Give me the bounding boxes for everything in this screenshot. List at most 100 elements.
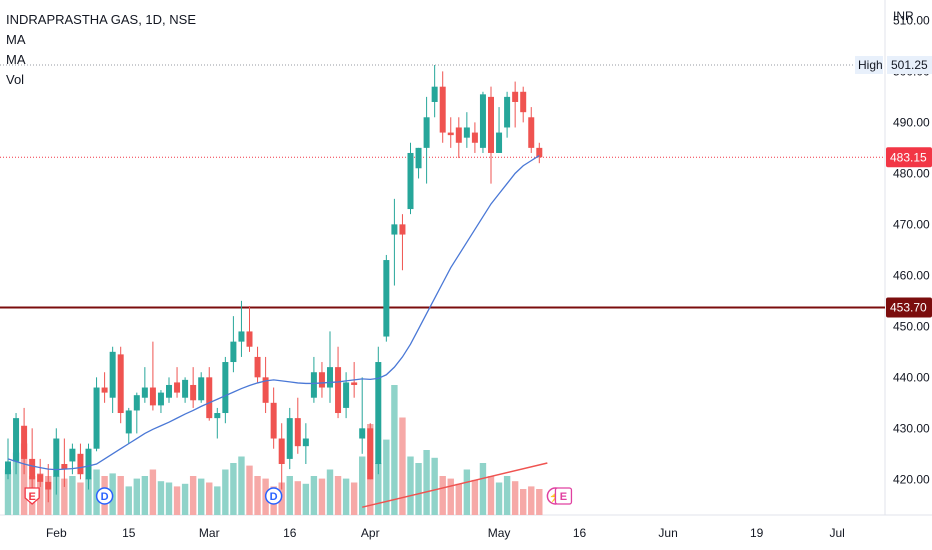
volume-bar — [479, 463, 487, 515]
volume-bar — [447, 478, 454, 515]
volume-bar — [141, 476, 149, 515]
volume-bar — [511, 481, 519, 515]
candle-body — [471, 132, 478, 143]
candle-body — [383, 260, 390, 337]
candle-body — [488, 96, 494, 153]
y-tick-label: 460.00 — [893, 268, 930, 282]
volume-bar — [350, 482, 358, 515]
high-price-tag: 501.25 — [891, 58, 928, 72]
volume-bar — [133, 478, 140, 515]
candle-body — [61, 464, 68, 470]
x-tick-label: Jun — [658, 526, 677, 540]
candle-body — [254, 356, 261, 378]
volume-bar — [61, 478, 68, 515]
volume-bar — [77, 482, 84, 515]
candle-body — [117, 354, 124, 414]
candle-body — [302, 438, 309, 447]
volume-bar — [302, 483, 310, 515]
volume-bar — [214, 486, 221, 515]
candle-body — [125, 410, 132, 434]
volume-bar — [117, 476, 124, 515]
candle-body — [246, 331, 253, 347]
x-tick-label: 16 — [283, 526, 297, 540]
volume-bar — [503, 476, 511, 515]
volume-bar — [4, 469, 12, 515]
candle-body — [512, 91, 519, 102]
dividend-icon — [264, 487, 283, 505]
candle-body — [238, 331, 245, 342]
y-tick-label: 430.00 — [893, 421, 930, 435]
volume-bar — [415, 463, 422, 515]
volume-bar — [536, 489, 543, 515]
x-tick-label: Feb — [46, 526, 67, 540]
ma-indicator-label-2[interactable]: MA — [6, 52, 26, 67]
volume-bar — [149, 469, 157, 515]
volume-bar — [383, 439, 390, 515]
candle-body — [166, 384, 172, 398]
candle-body — [141, 387, 148, 398]
volume-indicator-label[interactable]: Vol — [6, 72, 25, 87]
candle-body — [157, 392, 164, 406]
candle-body — [29, 458, 36, 480]
symbol-title[interactable]: INDRAPRASTHA GAS, 1D, NSE — [6, 12, 196, 27]
volume-bar — [189, 476, 197, 515]
volume-bar — [391, 385, 398, 515]
candle-body — [375, 362, 382, 465]
candle-body — [174, 382, 181, 393]
earnings-icon-glyph: E — [28, 491, 35, 503]
currency-label: INR — [893, 9, 914, 23]
candle-body — [69, 448, 76, 462]
y-tick-label: 420.00 — [893, 472, 930, 486]
candle-body — [399, 224, 406, 235]
y-tick-label: 450.00 — [893, 319, 930, 333]
candle-body — [198, 377, 205, 401]
volume-bar — [173, 486, 181, 515]
candle-body — [359, 428, 366, 439]
candle-body — [335, 367, 342, 414]
candle-body — [343, 382, 350, 408]
price-tag-bg — [886, 147, 932, 168]
candle-body — [262, 377, 269, 403]
volume-bar — [310, 476, 318, 515]
volume-bar — [423, 450, 430, 515]
volume-bar — [157, 481, 165, 515]
y-tick-label: 510.00 — [893, 13, 930, 27]
volume-bar — [375, 463, 382, 515]
high-price-tag-bg — [887, 56, 932, 75]
volume-bar — [125, 486, 132, 515]
volume-bar — [463, 469, 471, 515]
price-tag-bg — [886, 297, 932, 318]
high-tag-bg — [855, 56, 883, 75]
volume-bar — [246, 465, 253, 515]
candle-body — [423, 117, 430, 148]
candle-body — [351, 382, 358, 385]
candle-body — [455, 127, 462, 143]
volume-bar — [238, 456, 245, 515]
candle-body — [190, 384, 197, 401]
candle-body — [21, 425, 28, 459]
dividend-icon-glyph: D — [101, 491, 109, 503]
candle-body — [294, 418, 301, 447]
volume-bar — [286, 476, 293, 515]
candle-body — [206, 377, 213, 419]
candle-body — [415, 147, 422, 169]
moving-average-line — [7, 154, 540, 471]
volume-bar — [471, 479, 479, 515]
last-price-tag: 483.15 — [890, 150, 927, 164]
volume-bar — [294, 481, 301, 515]
volume-bar — [439, 476, 446, 515]
volume-bar — [165, 482, 173, 515]
y-tick-label: 490.00 — [893, 115, 930, 129]
candle-body — [93, 387, 100, 449]
volume-bar — [20, 443, 28, 515]
x-tick-label: Apr — [361, 526, 380, 540]
volume-bar — [399, 417, 406, 515]
candle-body — [13, 418, 20, 462]
candle-body — [222, 362, 229, 414]
ma-indicator-label[interactable]: MA — [6, 32, 26, 47]
candle-body — [528, 117, 535, 148]
x-tick-label: May — [488, 526, 511, 540]
candle-body — [447, 132, 454, 136]
candle-body — [391, 224, 398, 235]
